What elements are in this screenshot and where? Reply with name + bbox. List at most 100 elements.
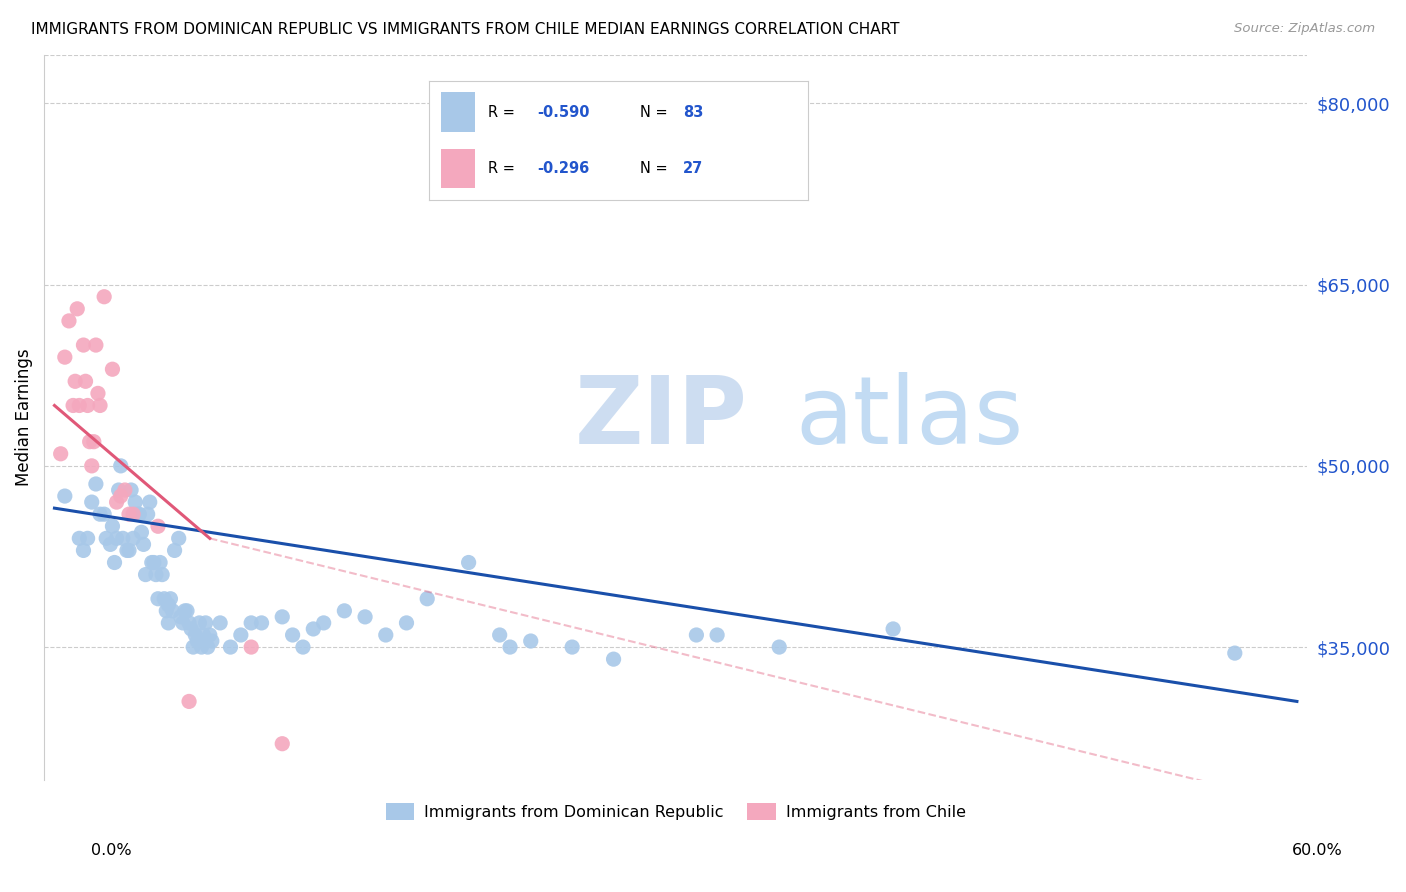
Point [75,374,97,388]
Point [53,350,76,364]
Point [250,615,273,630]
Point [194,615,217,630]
Point [197,640,219,654]
Point [111,532,134,546]
Point [146,591,169,606]
Point [395,615,418,630]
Point [132,537,155,551]
Point [138,495,160,509]
Point [105,495,128,509]
Point [229,628,252,642]
Point [122,532,145,546]
Text: ZIP: ZIP [575,372,748,464]
Point [76,532,98,546]
Point [281,628,304,642]
Point [302,622,325,636]
Point [219,640,242,654]
Point [124,495,146,509]
Point [167,532,190,546]
Point [107,483,129,497]
Point [79,434,101,449]
Point [271,610,294,624]
Point [153,591,176,606]
Point [83,434,105,449]
Point [93,507,115,521]
Point [291,640,314,654]
Point [72,543,94,558]
Point [87,386,110,401]
Point [488,628,510,642]
Point [499,640,522,654]
Point [101,519,124,533]
Point [84,477,107,491]
Legend: Immigrants from Dominican Republic, Immigrants from Chile: Immigrants from Dominican Republic, Immi… [380,797,972,826]
Text: IMMIGRANTS FROM DOMINICAN REPUBLIC VS IMMIGRANTS FROM CHILE MEDIAN EARNINGS CORR: IMMIGRANTS FROM DOMINICAN REPUBLIC VS IM… [31,22,900,37]
Point [1223,646,1246,660]
Point [150,567,173,582]
Point [110,489,132,503]
Point [128,507,150,521]
Point [602,652,624,666]
Point [312,615,335,630]
Point [114,483,136,497]
Point [103,556,125,570]
Point [685,628,707,642]
Point [115,543,138,558]
Point [186,634,208,648]
Point [209,615,232,630]
Point [80,458,103,473]
Point [170,610,193,624]
Point [177,694,200,708]
Point [882,622,904,636]
Point [118,543,141,558]
Point [100,537,122,551]
Point [53,489,76,503]
Point [49,447,72,461]
Point [172,615,194,630]
Point [145,567,167,582]
Point [155,604,177,618]
Point [177,615,200,630]
Point [141,556,163,570]
Point [184,628,207,642]
Point [101,362,124,376]
Point [136,507,159,521]
Text: 0.0%: 0.0% [91,843,132,858]
Text: atlas: atlas [796,372,1024,464]
Point [561,640,583,654]
Point [149,556,172,570]
Point [118,507,141,521]
Point [84,338,107,352]
Point [135,567,157,582]
Point [180,622,202,636]
Point [110,458,132,473]
Point [89,507,111,521]
Point [201,634,224,648]
Point [416,591,439,606]
Point [706,628,728,642]
Point [157,598,180,612]
Point [122,507,145,521]
Point [67,532,90,546]
Point [66,301,89,316]
Point [174,604,197,618]
Point [80,495,103,509]
Point [62,399,84,413]
Point [354,610,377,624]
Point [240,615,263,630]
Point [76,399,98,413]
Point [120,483,142,497]
Point [198,628,221,642]
Text: 60.0%: 60.0% [1292,843,1343,858]
Point [67,399,90,413]
Point [333,604,356,618]
Point [374,628,396,642]
Y-axis label: Median Earnings: Median Earnings [15,349,32,486]
Point [176,604,198,618]
Point [72,338,94,352]
Point [519,634,541,648]
Point [162,604,184,618]
Point [181,640,204,654]
Point [190,640,212,654]
Point [157,615,180,630]
